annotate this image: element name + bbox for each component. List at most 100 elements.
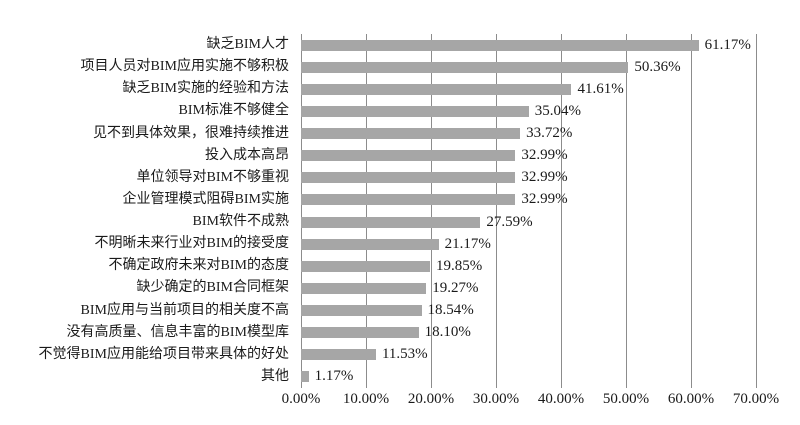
gridline bbox=[431, 34, 432, 388]
gridline bbox=[691, 34, 692, 388]
category-row: BIM软件不成熟 bbox=[0, 211, 295, 233]
bar-row: 1.17% bbox=[301, 366, 756, 388]
bar-value-label: 41.61% bbox=[577, 80, 624, 97]
bar-row: 18.54% bbox=[301, 300, 756, 322]
bar bbox=[301, 105, 529, 117]
category-label: 不觉得BIM应用能给项目带来具体的好处 bbox=[38, 346, 289, 362]
gridline bbox=[366, 34, 367, 388]
bar-value-label: 50.36% bbox=[634, 58, 681, 75]
bar-value-label: 1.17% bbox=[314, 368, 354, 385]
bar bbox=[301, 194, 516, 206]
bar-value-label: 32.99% bbox=[521, 191, 568, 208]
category-row: 其他 bbox=[0, 366, 295, 388]
x-axis: 0.00% 10.00% 20.00% 30.00% 40.00% 50.00% 60.00… bbox=[282, 391, 780, 412]
x-tick-label: 30.00% bbox=[472, 391, 520, 407]
bar-row: 11.53% bbox=[301, 344, 756, 366]
category-label: 缺少确定的BIM合同框架 bbox=[136, 280, 289, 296]
bar-row: 21.17% bbox=[301, 233, 756, 255]
category-label: 其他 bbox=[261, 368, 289, 384]
bar bbox=[301, 327, 419, 339]
bar-value-label: 19.85% bbox=[436, 257, 483, 274]
category-row: 投入成本高昂 bbox=[0, 145, 295, 167]
bar-value-label: 32.99% bbox=[521, 169, 568, 186]
category-row: 见不到具体效果，很难持续推进 bbox=[0, 123, 295, 145]
x-tick-label: 70.00% bbox=[732, 391, 780, 407]
category-label: BIM标准不够健全 bbox=[178, 103, 289, 119]
category-row: BIM标准不够健全 bbox=[0, 100, 295, 122]
bar-row: 27.59% bbox=[301, 211, 756, 233]
bar bbox=[301, 216, 481, 228]
bar-row: 61.17% bbox=[301, 34, 756, 56]
bar-row: 19.85% bbox=[301, 255, 756, 277]
bar-row: 19.27% bbox=[301, 277, 756, 299]
category-row: 单位领导对BIM不够重视 bbox=[0, 167, 295, 189]
category-row: 企业管理模式阻碍BIM实施 bbox=[0, 189, 295, 211]
bar-row: 50.36% bbox=[301, 56, 756, 78]
category-row: BIM应用与当前项目的相关度不高 bbox=[0, 300, 295, 322]
category-label: 项目人员对BIM应用实施不够积极 bbox=[80, 59, 289, 75]
category-label: 见不到具体效果，很难持续推进 bbox=[93, 125, 289, 141]
category-label: 缺乏BIM实施的经验和方法 bbox=[122, 81, 289, 97]
bar bbox=[301, 260, 431, 272]
category-label: BIM软件不成熟 bbox=[192, 214, 289, 230]
bar bbox=[301, 172, 516, 184]
bar bbox=[301, 282, 427, 294]
category-row: 没有高质量、信息丰富的BIM模型库 bbox=[0, 322, 295, 344]
x-tick-label: 40.00% bbox=[537, 391, 585, 407]
bar bbox=[301, 349, 376, 361]
bar-row: 32.99% bbox=[301, 189, 756, 211]
bar-row: 35.04% bbox=[301, 100, 756, 122]
bar-value-label: 27.59% bbox=[486, 213, 533, 230]
bar-value-label: 18.10% bbox=[424, 324, 471, 341]
bar bbox=[301, 150, 516, 162]
bar-row: 32.99% bbox=[301, 145, 756, 167]
category-label: 投入成本高昂 bbox=[205, 147, 289, 163]
bar-value-label: 61.17% bbox=[704, 36, 751, 53]
bar-value-label: 19.27% bbox=[432, 279, 479, 296]
category-label: 缺乏BIM人才 bbox=[206, 37, 289, 53]
bar bbox=[301, 39, 699, 51]
bar bbox=[301, 305, 422, 317]
gridline bbox=[626, 34, 627, 388]
gridline bbox=[301, 34, 302, 388]
category-row: 缺乏BIM实施的经验和方法 bbox=[0, 78, 295, 100]
category-axis: 缺乏BIM人才项目人员对BIM应用实施不够积极缺乏BIM实施的经验和方法 BIM标… bbox=[0, 34, 295, 388]
category-row: 不觉得BIM应用能给项目带来具体的好处 bbox=[0, 344, 295, 366]
x-tick-label: 20.00% bbox=[407, 391, 455, 407]
category-row: 不确定政府未来对BIM的态度 bbox=[0, 255, 295, 277]
x-tick-label: 60.00% bbox=[667, 391, 715, 407]
category-label: 不确定政府未来对BIM的态度 bbox=[108, 258, 289, 274]
bar bbox=[301, 83, 572, 95]
gridline bbox=[496, 34, 497, 388]
bar-row: 18.10% bbox=[301, 322, 756, 344]
x-tick-label: 0.00% bbox=[281, 391, 321, 407]
x-tick-label: 50.00% bbox=[602, 391, 650, 407]
bar-value-label: 18.54% bbox=[427, 302, 474, 319]
bar-value-label: 33.72% bbox=[526, 125, 573, 142]
category-label: BIM应用与当前项目的相关度不高 bbox=[80, 302, 289, 318]
gridline bbox=[756, 34, 757, 388]
category-label: 企业管理模式阻碍BIM实施 bbox=[122, 191, 289, 207]
bar-row: 32.99% bbox=[301, 167, 756, 189]
bar-value-label: 21.17% bbox=[444, 235, 491, 252]
bar-row: 41.61% bbox=[301, 78, 756, 100]
bar bbox=[301, 238, 439, 250]
bar bbox=[301, 128, 521, 140]
category-row: 项目人员对BIM应用实施不够积极 bbox=[0, 56, 295, 78]
gridline bbox=[561, 34, 562, 388]
bar-value-label: 11.53% bbox=[381, 346, 428, 363]
category-row: 不明晰未来行业对BIM的接受度 bbox=[0, 233, 295, 255]
category-row: 缺乏BIM人才 bbox=[0, 34, 295, 56]
category-row: 缺少确定的BIM合同框架 bbox=[0, 277, 295, 299]
bar-value-label: 32.99% bbox=[521, 147, 568, 164]
category-label: 没有高质量、信息丰富的BIM模型库 bbox=[66, 324, 289, 340]
bar-row: 33.72% bbox=[301, 123, 756, 145]
bar bbox=[301, 61, 629, 73]
bar-series: 61.17% 50.36% 41.61% 35.04% 33.72% 32.99% 32.9… bbox=[301, 34, 756, 388]
bar-value-label: 35.04% bbox=[534, 102, 581, 119]
category-label: 不明晰未来行业对BIM的接受度 bbox=[94, 236, 289, 252]
plot-area: 61.17% 50.36% 41.61% 35.04% 33.72% 32.99% 32.9… bbox=[301, 34, 757, 388]
category-label: 单位领导对BIM不够重视 bbox=[136, 169, 289, 185]
x-tick-label: 10.00% bbox=[342, 391, 390, 407]
